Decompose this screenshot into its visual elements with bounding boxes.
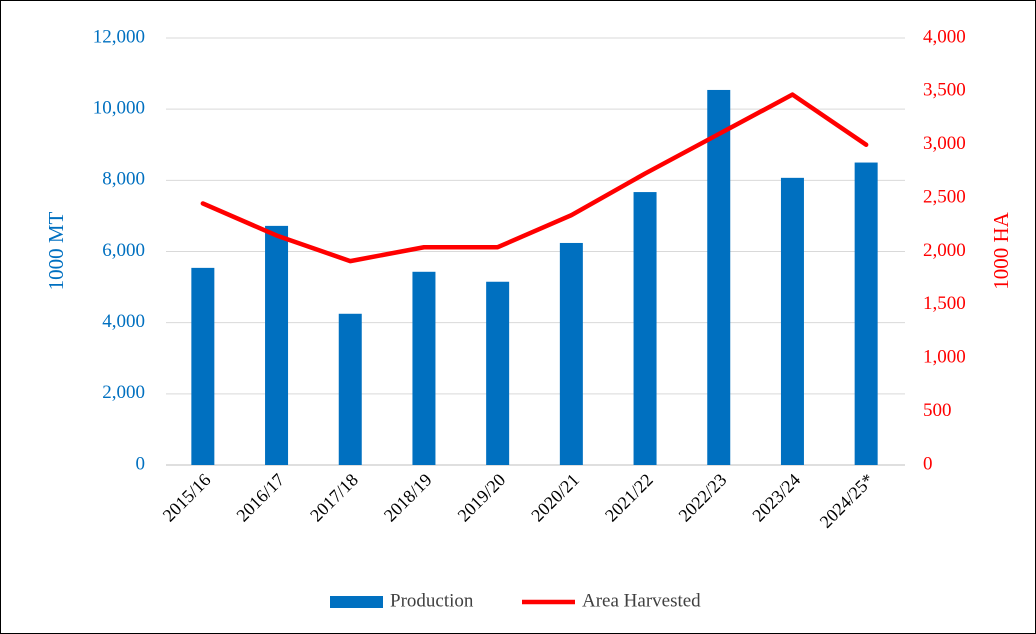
- y2-tick-label: 1,500: [923, 293, 966, 314]
- legend-label: Production: [390, 590, 474, 611]
- y2-tick-label: 1,000: [923, 347, 966, 368]
- y-tick-label: 12,000: [93, 26, 145, 47]
- bar: [486, 281, 510, 465]
- bar: [780, 177, 804, 465]
- bar: [265, 225, 289, 465]
- y-tick-label: 8,000: [102, 169, 145, 190]
- bar: [191, 267, 215, 465]
- legend-label: Area Harvested: [582, 590, 701, 611]
- y-tick-label: 6,000: [102, 240, 145, 261]
- y2-tick-label: 4,000: [923, 26, 966, 47]
- y2-tick-label: 2,000: [923, 240, 966, 261]
- line: [200, 92, 869, 264]
- bar: [559, 242, 583, 465]
- bar: [338, 313, 362, 465]
- y-tick-label: 10,000: [93, 98, 145, 119]
- bar: [412, 271, 436, 465]
- y-tick-label: 2,000: [102, 382, 145, 403]
- y-tick-label: 4,000: [102, 311, 145, 332]
- y2-tick-label: 2,500: [923, 186, 966, 207]
- y2-tick-label: 3,000: [923, 133, 966, 154]
- bar: [633, 192, 657, 465]
- bar: [854, 162, 878, 465]
- y-tick-label: 0: [136, 453, 146, 474]
- y2-tick-label: 0: [923, 453, 933, 474]
- y-axis-title: 1000 MT: [44, 211, 68, 290]
- bar: [707, 89, 731, 466]
- y2-tick-label: 500: [923, 400, 952, 421]
- y2-tick-label: 3,500: [923, 80, 966, 101]
- y2-axis-title: 1000 HA: [989, 211, 1013, 289]
- legend-swatch: [330, 596, 383, 608]
